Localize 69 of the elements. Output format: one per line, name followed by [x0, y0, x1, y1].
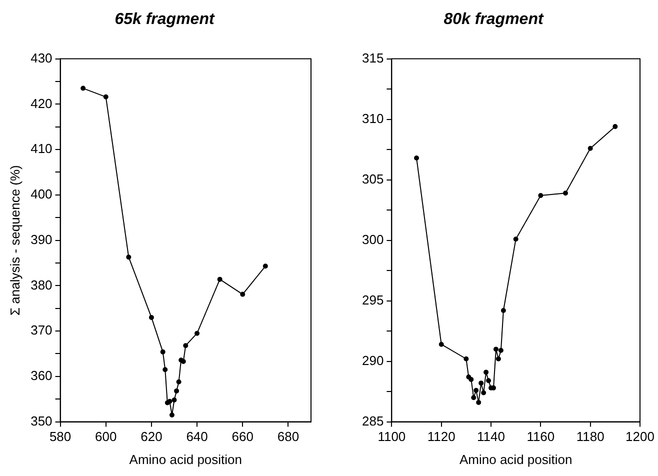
- point: [176, 379, 182, 384]
- y-tick-label: 285: [362, 413, 384, 428]
- x-tick-label: 1140: [477, 429, 505, 444]
- point: [126, 254, 132, 260]
- point: [194, 330, 200, 336]
- point: [174, 388, 180, 394]
- y-tick-label: 420: [30, 96, 52, 111]
- y-tick-label: 360: [30, 368, 52, 384]
- point: [513, 236, 518, 242]
- chart-title: 65k fragment: [114, 10, 214, 30]
- point: [471, 395, 476, 400]
- point: [496, 356, 501, 362]
- x-tick-label: 580: [49, 429, 72, 444]
- x-tick-label: 1120: [427, 429, 456, 444]
- point: [240, 292, 246, 297]
- x-axis-title: Amino acid position: [129, 452, 242, 467]
- x-tick-label: 1180: [576, 429, 604, 444]
- point: [169, 412, 174, 418]
- point: [162, 367, 168, 372]
- y-tick-label: 295: [362, 292, 384, 308]
- y-tick-label: 390: [30, 232, 52, 247]
- point: [484, 370, 489, 375]
- point: [474, 388, 479, 393]
- y-tick-label: 315: [362, 50, 384, 66]
- y-tick-label: 305: [362, 171, 384, 186]
- point: [588, 146, 593, 151]
- x-tick-label: 1160: [526, 429, 555, 444]
- y-tick-label: 350: [30, 413, 52, 428]
- y-tick-label: 380: [30, 277, 52, 292]
- x-tick-label: 660: [232, 429, 254, 444]
- x-tick-label: 680: [277, 429, 300, 444]
- point: [148, 314, 154, 320]
- point: [486, 378, 492, 384]
- chart-title: 80k fragment: [444, 10, 544, 30]
- point: [563, 190, 568, 196]
- point: [183, 343, 188, 348]
- point: [481, 390, 486, 396]
- point: [160, 349, 166, 354]
- y-tick-label: 400: [30, 186, 52, 202]
- x-tick-label: 620: [140, 429, 162, 444]
- point: [414, 156, 420, 161]
- point: [438, 342, 444, 347]
- point: [500, 308, 506, 313]
- y-tick-label: 370: [30, 322, 52, 338]
- y-axis-title: Σ analysis - sequence (%): [7, 165, 22, 316]
- x-tick-label: 1200: [626, 429, 654, 444]
- point: [217, 276, 222, 282]
- point: [498, 348, 504, 353]
- point: [538, 193, 544, 198]
- point: [167, 398, 172, 404]
- y-tick-label: 310: [362, 110, 384, 126]
- point: [464, 356, 469, 362]
- point: [468, 376, 474, 382]
- x-tick-label: 600: [95, 429, 117, 444]
- point: [103, 94, 108, 100]
- point: [493, 346, 498, 352]
- point: [80, 86, 86, 91]
- x-tick-label: 1100: [378, 429, 406, 444]
- point: [262, 264, 268, 269]
- point: [172, 398, 177, 403]
- point: [612, 124, 618, 130]
- x-tick-label: 640: [186, 429, 208, 444]
- y-tick-label: 430: [30, 50, 52, 66]
- y-tick-label: 410: [30, 141, 52, 156]
- y-tick-label: 300: [362, 232, 384, 247]
- point: [476, 400, 482, 405]
- x-axis-title: Amino acid position: [459, 452, 572, 467]
- y-tick-label: 290: [362, 352, 384, 368]
- point: [478, 380, 484, 386]
